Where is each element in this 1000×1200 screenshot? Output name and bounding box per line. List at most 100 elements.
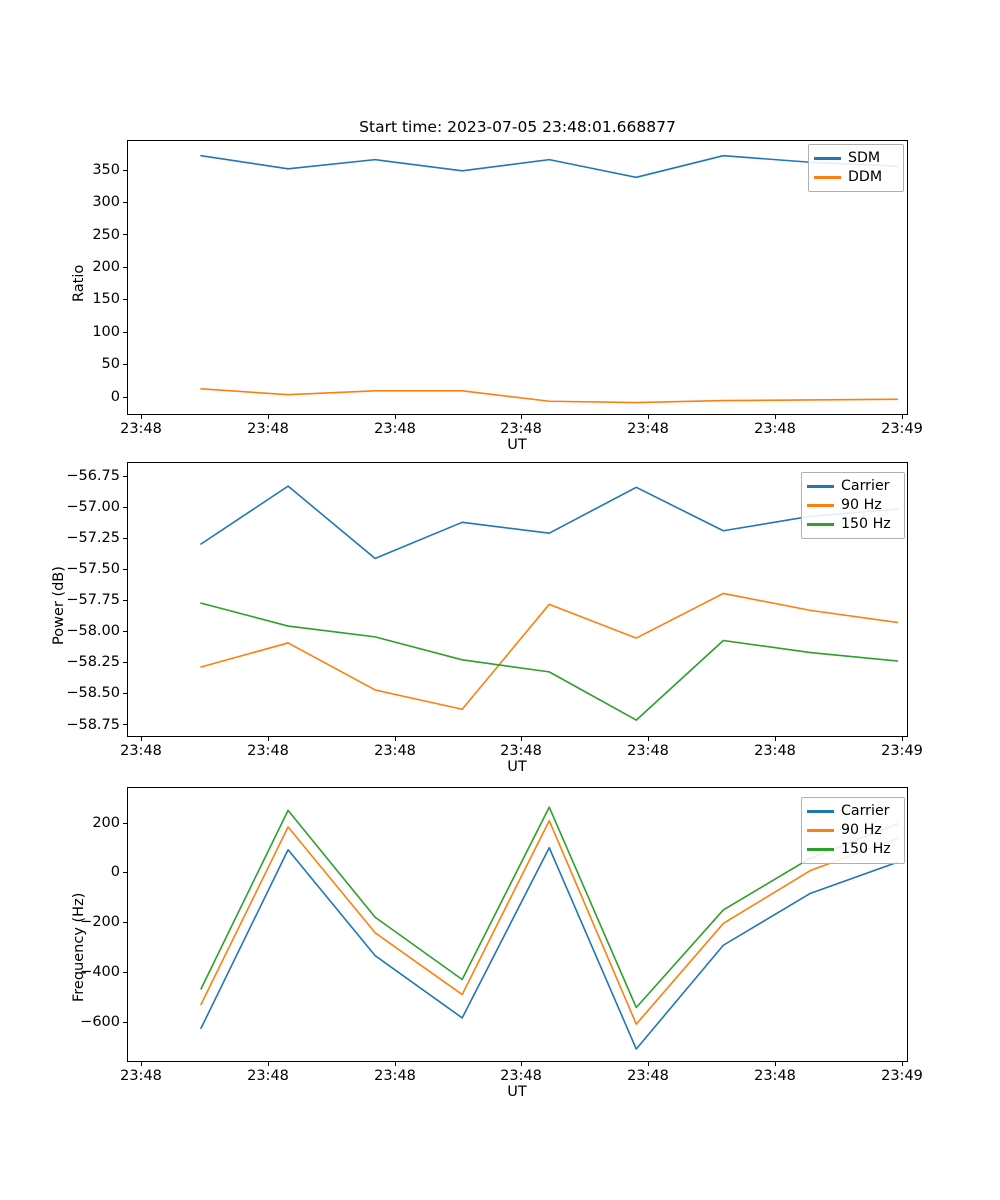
legend-label: 90 Hz bbox=[841, 822, 882, 839]
legend-power[interactable]: Carrier 90 Hz 150 Hz bbox=[801, 472, 905, 539]
xtick-mark bbox=[141, 415, 143, 419]
legend-swatch-line-icon bbox=[814, 157, 841, 160]
xlabel-ratio: UT bbox=[507, 437, 527, 453]
xtick-label: 23:49 bbox=[881, 1068, 923, 1084]
ytick-mark bbox=[123, 631, 127, 633]
ytick-mark bbox=[123, 599, 127, 601]
ytick-mark bbox=[123, 364, 127, 366]
xlabel-frequency: UT bbox=[507, 1084, 527, 1100]
ytick-mark bbox=[123, 234, 127, 236]
xtick-mark bbox=[648, 1062, 650, 1066]
ytick-label: −58.00 bbox=[66, 623, 120, 639]
xtick-label: 23:48 bbox=[500, 1068, 542, 1084]
xtick-label: 23:48 bbox=[754, 1068, 796, 1084]
xtick-mark bbox=[775, 415, 777, 419]
xtick-mark bbox=[775, 737, 777, 741]
ytick-mark bbox=[123, 872, 127, 874]
ytick-label: −57.75 bbox=[66, 592, 120, 608]
xtick-mark bbox=[648, 737, 650, 741]
ytick-label: −57.00 bbox=[66, 499, 120, 515]
legend-frequency[interactable]: Carrier 90 Hz 150 Hz bbox=[801, 797, 905, 864]
xlabel-power: UT bbox=[507, 759, 527, 775]
legend-item-ddm[interactable]: DDM bbox=[814, 168, 897, 187]
legend-item-150hz[interactable]: 150 Hz bbox=[807, 840, 898, 859]
xtick-label: 23:48 bbox=[120, 1068, 162, 1084]
ytick-label: −400 bbox=[80, 964, 120, 980]
legend-label: 150 Hz bbox=[841, 516, 891, 533]
legend-label: DDM bbox=[848, 169, 883, 186]
series-line-carrier bbox=[200, 846, 899, 1050]
ytick-label: 300 bbox=[92, 194, 120, 210]
ytick-mark bbox=[123, 396, 127, 398]
legend-label: SDM bbox=[848, 150, 881, 167]
ytick-mark bbox=[123, 266, 127, 268]
xtick-mark bbox=[775, 1062, 777, 1066]
ytick-label: −57.25 bbox=[66, 530, 120, 546]
xtick-label: 23:48 bbox=[374, 421, 416, 437]
xtick-label: 23:48 bbox=[500, 743, 542, 759]
series-line-ddm bbox=[200, 388, 899, 404]
xtick-mark bbox=[648, 415, 650, 419]
legend-swatch-line-icon bbox=[807, 485, 834, 488]
legend-item-carrier[interactable]: Carrier bbox=[807, 477, 898, 496]
legend-label: Carrier bbox=[841, 803, 890, 820]
xtick-mark bbox=[902, 737, 904, 741]
plot-lines-ratio bbox=[200, 154, 899, 404]
xtick-label: 23:48 bbox=[627, 743, 669, 759]
xtick-label: 23:48 bbox=[754, 743, 796, 759]
ytick-label: −56.75 bbox=[66, 468, 120, 484]
xtick-mark bbox=[141, 1062, 143, 1066]
xtick-label: 23:48 bbox=[247, 421, 289, 437]
xtick-label: 23:48 bbox=[627, 421, 669, 437]
ytick-label: −58.50 bbox=[66, 685, 120, 701]
legend-item-150hz[interactable]: 150 Hz bbox=[807, 515, 898, 534]
panel-ratio: Start time: 2023-07-05 23:48:01.668877 R… bbox=[0, 0, 1000, 455]
xtick-mark bbox=[141, 737, 143, 741]
xtick-mark bbox=[902, 415, 904, 419]
legend-item-carrier[interactable]: Carrier bbox=[807, 802, 898, 821]
legend-item-90hz[interactable]: 90 Hz bbox=[807, 496, 898, 515]
xtick-mark bbox=[521, 737, 523, 741]
legend-swatch-line-icon bbox=[807, 504, 834, 507]
ytick-mark bbox=[123, 201, 127, 203]
ytick-mark bbox=[123, 331, 127, 333]
xtick-mark bbox=[395, 1062, 397, 1066]
ytick-mark bbox=[123, 537, 127, 539]
xtick-label: 23:48 bbox=[120, 743, 162, 759]
ytick-label: −58.25 bbox=[66, 654, 120, 670]
ytick-mark bbox=[123, 1022, 127, 1024]
ytick-mark bbox=[123, 568, 127, 570]
xtick-mark bbox=[268, 737, 270, 741]
legend-label: 150 Hz bbox=[841, 841, 891, 858]
xtick-label: 23:49 bbox=[881, 743, 923, 759]
ytick-mark bbox=[123, 693, 127, 695]
xtick-mark bbox=[395, 415, 397, 419]
series-line-carrier bbox=[200, 485, 899, 560]
ytick-label: 250 bbox=[92, 227, 120, 243]
ytick-mark bbox=[123, 475, 127, 477]
xtick-label: 23:48 bbox=[247, 743, 289, 759]
ytick-label: −200 bbox=[80, 914, 120, 930]
xtick-label: 23:49 bbox=[881, 421, 923, 437]
legend-item-sdm[interactable]: SDM bbox=[814, 149, 897, 168]
ytick-mark bbox=[123, 724, 127, 726]
legend-label: Carrier bbox=[841, 478, 890, 495]
ytick-label: 350 bbox=[92, 162, 120, 178]
ytick-label: 150 bbox=[92, 291, 120, 307]
xtick-label: 23:48 bbox=[627, 1068, 669, 1084]
ytick-label: 0 bbox=[110, 389, 120, 405]
ytick-label: 200 bbox=[92, 259, 120, 275]
series-line-90-hz bbox=[200, 592, 899, 711]
legend-ratio[interactable]: SDM DDM bbox=[808, 144, 904, 192]
xtick-label: 23:48 bbox=[374, 1068, 416, 1084]
legend-item-90hz[interactable]: 90 Hz bbox=[807, 821, 898, 840]
figure-title: Start time: 2023-07-05 23:48:01.668877 bbox=[359, 118, 676, 136]
ytick-label: −600 bbox=[80, 1014, 120, 1030]
xtick-label: 23:48 bbox=[754, 421, 796, 437]
xtick-label: 23:48 bbox=[374, 743, 416, 759]
legend-swatch-line-icon bbox=[807, 523, 834, 526]
series-line-150-hz bbox=[200, 602, 899, 721]
